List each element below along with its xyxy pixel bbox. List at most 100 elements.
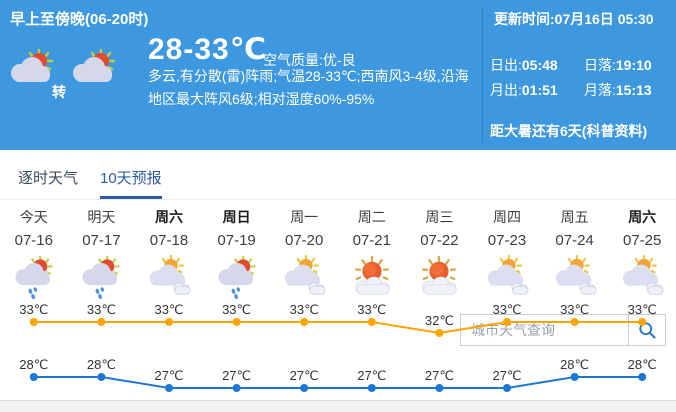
forecast-column[interactable]: 明天 07-17 [68,200,136,305]
high-temp-label: 33℃ [560,303,589,317]
high-temp-point [570,318,579,326]
weather-header: 早上至傍晚(06-20时) 转 28-33℃ 空气质量:优-良 多云,有分散(雷… [0,0,676,150]
cloudy-icon [541,251,609,305]
sunset-value: 19:10 [615,57,652,73]
low-temp-label: 27℃ [222,368,251,383]
day-label: 今天 [19,209,48,225]
low-temp-point [165,384,173,392]
sunrise-sunset-row: 日出:05:48 日落:19:10 [490,55,670,75]
astro-panel: 更新时间:07月16日 05:30 日出:05:48 日落:19:10 月出:0… [490,0,670,150]
day-label: 周三 [425,209,454,225]
forecast-column[interactable]: 周二 07-21 [338,200,406,305]
low-temp-label: 27℃ [492,368,521,383]
high-temp-point [29,318,38,326]
moonrise-value: 01:51 [521,82,558,98]
shower-icon [203,251,271,305]
moonrise-moonset-row: 月出:01:51 月落:15:13 [490,80,670,100]
low-temp-label: 27℃ [425,368,454,383]
high-temp-point [97,318,106,326]
vertical-divider [482,8,483,142]
cloudy-icon [135,251,203,305]
low-temp-point [232,384,241,392]
low-temp-label: 28℃ [87,357,116,372]
sunset: 日落:19:10 [584,55,652,75]
high-temp-point [367,318,376,326]
day-label: 周日 [222,209,251,225]
sunset-label: 日落: [584,57,616,73]
high-temp-label: 33℃ [19,303,48,317]
low-temp-point [29,373,38,381]
temp-chart: 33℃ 33℃ 33℃ 33℃ 33℃ 33℃ 32℃ 33℃ 33℃ 33℃ 28℃ 28℃ 27℃ 2… [19,303,657,392]
forecast-column[interactable]: 周六 07-18 [135,200,203,305]
moonset: 月落:15:13 [584,80,652,100]
low-temp-point [300,384,309,392]
high-temp-label: 33℃ [154,303,183,317]
solar-term-countdown: 距大暑还有6天(科普资料) [490,121,647,141]
low-temp-label: 28℃ [628,357,657,372]
moonset-label: 月落: [584,82,616,98]
day-label: 周六 [628,209,657,225]
high-temp-label: 33℃ [492,303,521,317]
low-temp-label: 27℃ [290,368,319,383]
high-temp-point [165,318,173,326]
low-temp-label: 28℃ [19,357,48,372]
high-temp-point [638,318,647,326]
date-label: 07-25 [623,232,662,249]
high-temp-label: 33℃ [87,303,116,317]
forecast-column[interactable]: 周三 07-22 [406,200,474,305]
forecast-column[interactable]: 周六 07-25 [608,200,676,305]
high-temp-point [503,318,511,326]
sunrise-value: 05:48 [521,57,558,73]
day-label: 周二 [357,209,386,225]
cloudy-icon [608,251,676,305]
high-temp-label: 33℃ [628,303,657,317]
shower-icon [0,251,68,305]
transition-label: 转 [52,84,66,100]
forecast-column[interactable]: 周一 07-20 [270,200,338,305]
low-temp-point [503,384,511,392]
high-temp-label: 33℃ [357,303,386,317]
shower-icon [70,48,118,100]
high-temp-line [33,321,643,335]
day-label: 周五 [560,209,589,225]
forecast-column[interactable]: 周五 07-24 [541,200,609,305]
high-temp-label: 32℃ [425,313,454,328]
cloudy-icon [473,251,541,305]
temperature-range: 28-33℃ [148,33,268,66]
date-label: 07-19 [217,232,256,249]
date-label: 07-24 [555,232,594,249]
countdown-link[interactable]: (科普资料) [581,123,648,139]
forecast-column[interactable]: 今天 07-16 [0,200,68,305]
search-button[interactable] [628,314,666,346]
forecast-column[interactable]: 周四 07-23 [473,200,541,305]
low-temp-point [638,373,647,381]
day-label: 明天 [87,209,116,225]
mostly-sunny-icon [406,251,474,305]
tab-10day-forecast[interactable]: 10天预报 [100,150,162,199]
sunrise: 日出:05:48 [490,55,558,75]
tab-bar: 逐时天气 10天预报 [0,150,676,346]
search-input[interactable] [460,314,628,346]
countdown-text: 距大暑还有6天 [490,123,582,139]
sunrise-label: 日出: [490,57,522,73]
high-temp-point [300,318,309,326]
moonrise: 月出:01:51 [490,80,558,100]
moonrise-label: 月出: [490,82,522,98]
low-temp-label: 27℃ [154,368,183,383]
date-label: 07-16 [14,232,53,249]
tab-hourly-weather[interactable]: 逐时天气 [18,170,79,187]
date-label: 07-18 [149,232,189,249]
day-label: 周四 [492,209,521,225]
date-label: 07-23 [487,232,527,249]
period-title: 早上至傍晚(06-20时) [10,11,149,28]
mostly-sunny-icon [338,251,406,305]
low-temp-point [367,384,376,392]
forecast-grid: 今天 07-16 明天 07-17 周六 07-18 周日 07-19 周一 07-20 周二 07-… [0,200,676,305]
low-temp-label: 27℃ [357,368,386,383]
high-temp-label: 33℃ [222,303,251,317]
low-temp-point [570,373,579,381]
shower-icon [8,48,56,100]
forecast-column[interactable]: 周日 07-19 [203,200,271,305]
footer-strip [0,400,676,412]
date-label: 07-20 [285,232,324,249]
